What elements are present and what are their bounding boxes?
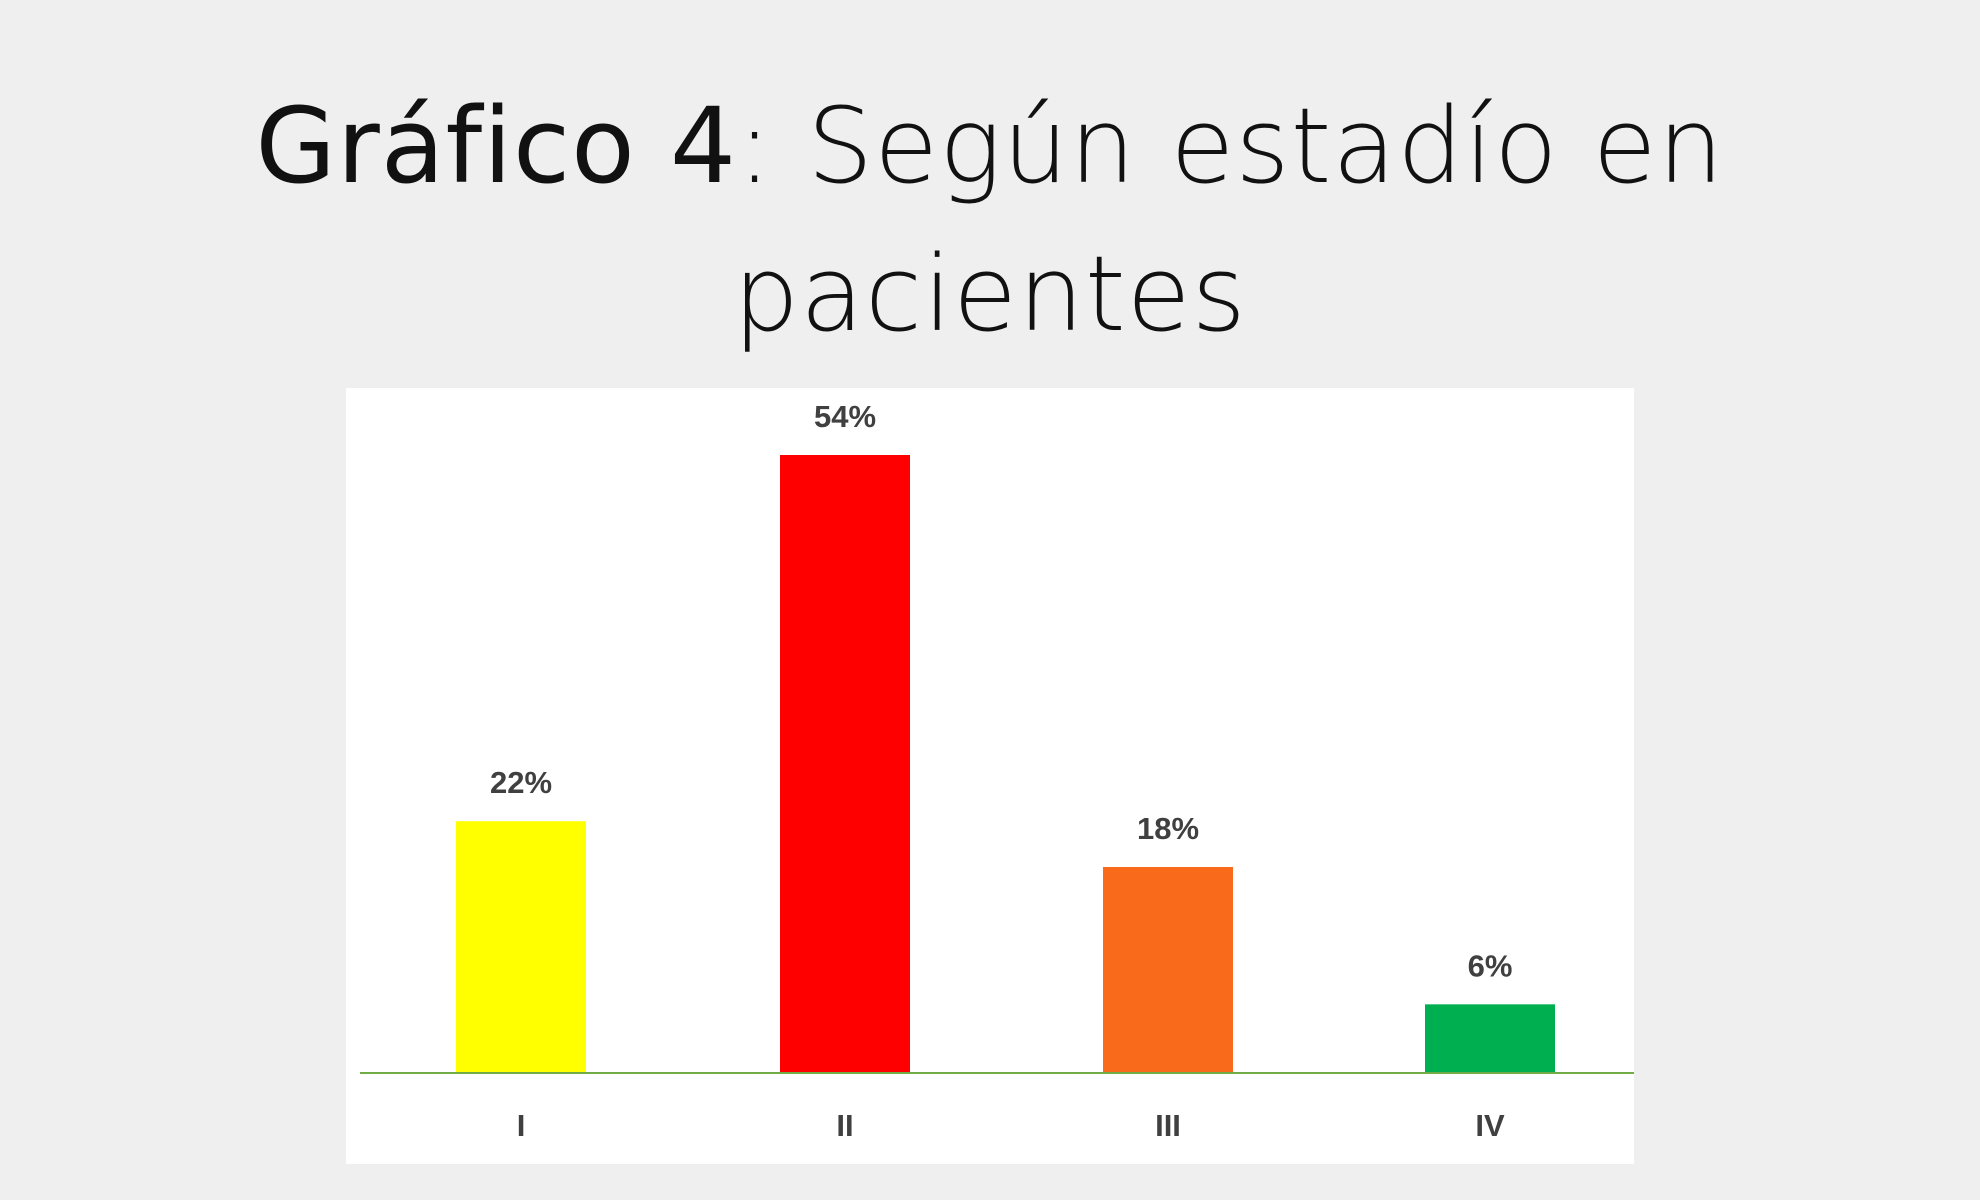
bar-iv [1425, 1004, 1555, 1073]
x-tick-label-iv: IV [1475, 1108, 1505, 1143]
chart-title: Gráfico 4: Según estadío en pacientes [0, 72, 1980, 368]
chart-panel: 22% I 54% II 18% III 6% IV [346, 388, 1634, 1164]
bar-iii [1103, 867, 1233, 1073]
x-tick-label-ii: II [836, 1108, 853, 1143]
bar-chart: 22% I 54% II 18% III 6% IV [360, 399, 1634, 1143]
x-tick-label-i: I [517, 1108, 526, 1143]
bar-ii [780, 455, 910, 1073]
bar-i [456, 821, 586, 1073]
data-label-iv: 6% [1468, 948, 1513, 983]
data-label-ii: 54% [814, 399, 876, 434]
data-label-i: 22% [490, 765, 552, 800]
chart-title-rest: : Según estadío en pacientes [733, 85, 1725, 355]
x-tick-label-iii: III [1155, 1108, 1181, 1143]
data-label-iii: 18% [1137, 811, 1199, 846]
chart-title-bold: Gráfico 4 [255, 85, 738, 207]
